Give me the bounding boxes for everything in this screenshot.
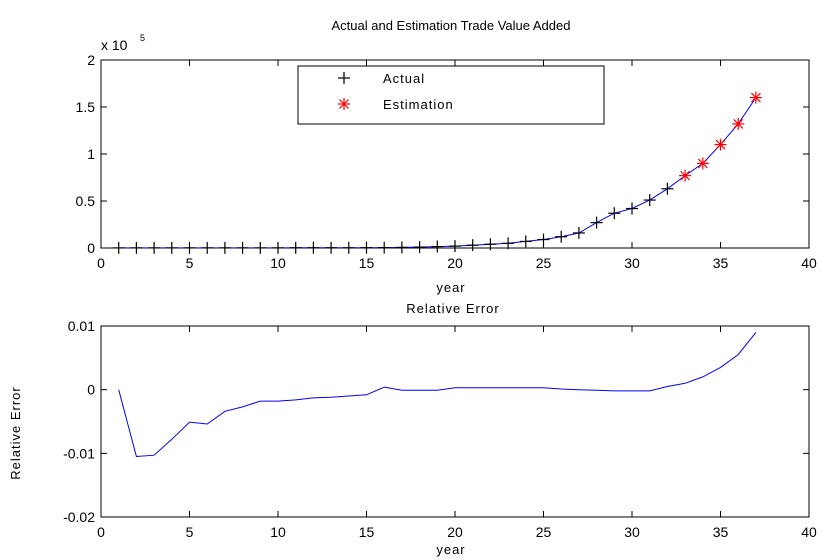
- actual-point: [254, 241, 267, 254]
- actual-point: [519, 235, 532, 248]
- actual-point: [608, 207, 621, 220]
- top-y-tick-label: 0.5: [76, 193, 96, 209]
- actual-point: [165, 241, 178, 254]
- legend-actual-marker: [338, 72, 350, 84]
- bottom-y-tick-label: 0: [87, 382, 95, 398]
- estimation-point: [696, 157, 709, 170]
- actual-point: [183, 241, 196, 254]
- bottom-plot: 0 5 10 15 20 25 30 35 40 -0.02 -0.01 0 0.01: [63, 318, 817, 540]
- top-y-tick-label: 1: [87, 146, 95, 162]
- legend-box: [297, 65, 605, 125]
- top-x-tick-label: 5: [186, 255, 194, 271]
- actual-point: [395, 241, 408, 254]
- estimation-point: [732, 117, 745, 130]
- actual-point: [413, 241, 426, 254]
- bottom-y-tick-label: -0.02: [63, 509, 95, 525]
- actual-point: [307, 241, 320, 254]
- bottom-x-tick-label: 5: [186, 524, 194, 540]
- actual-point: [325, 241, 338, 254]
- top-x-tick-label: 15: [359, 255, 375, 271]
- bottom-x-tick-label: 20: [447, 524, 463, 540]
- top-x-tick-label: 40: [801, 255, 817, 271]
- bottom-x-tick-label: 30: [624, 524, 640, 540]
- actual-point: [590, 216, 603, 229]
- actual-point: [378, 241, 391, 254]
- actual-point: [130, 241, 143, 254]
- legend-actual-label: Actual: [383, 71, 425, 86]
- actual-point: [342, 241, 355, 254]
- top-x-axis-label: year: [436, 280, 465, 295]
- bottom-y-tick-label: -0.01: [63, 445, 95, 461]
- estimation-point: [749, 91, 762, 104]
- bottom-x-tick-label: 15: [359, 524, 375, 540]
- top-y-exponent-label: x 10: [101, 37, 128, 53]
- top-x-tick-label: 0: [97, 255, 105, 271]
- estimation-point: [714, 138, 727, 151]
- actual-point: [360, 241, 373, 254]
- actual-point: [643, 194, 656, 207]
- actual-point: [201, 241, 214, 254]
- top-x-tick-label: 10: [270, 255, 286, 271]
- actual-point: [502, 237, 515, 250]
- top-y-exponent: 5: [140, 33, 145, 43]
- relative-error-line: [118, 332, 757, 458]
- actual-point: [572, 226, 585, 239]
- bottom-y-tick-label: 0.01: [68, 318, 95, 334]
- top-chart-title: Actual and Estimation Trade Value Added: [332, 18, 571, 33]
- actual-point: [466, 239, 479, 252]
- actual-point: [484, 238, 497, 251]
- actual-point: [148, 241, 161, 254]
- top-x-tick-label: 35: [713, 255, 729, 271]
- bottom-y-axis-label: Relative Error: [8, 386, 23, 479]
- top-x-tick-label: 30: [624, 255, 640, 271]
- top-y-tick-label: 0: [87, 240, 95, 256]
- top-y-tick-label: 2: [87, 52, 95, 68]
- bottom-x-axis-label: year: [436, 542, 465, 557]
- actual-point: [661, 182, 674, 195]
- actual-point: [537, 233, 550, 246]
- actual-point: [272, 241, 284, 254]
- top-x-tick-label: 25: [536, 255, 552, 271]
- legend-estimation-label: Estimation: [383, 97, 454, 112]
- actual-point: [626, 202, 638, 215]
- legend-estimation-marker: [338, 98, 350, 110]
- top-plot: 0 5 10 15 20 25 30 35 40 0 0.5 1 1.5 2: [76, 52, 817, 271]
- actual-point: [449, 240, 461, 253]
- bottom-chart-title: Relative Error: [406, 301, 499, 316]
- actual-point: [431, 240, 444, 253]
- bottom-x-tick-label: 0: [97, 524, 105, 540]
- top-y-tick-label: 1.5: [76, 99, 96, 115]
- bottom-x-tick-label: 25: [536, 524, 552, 540]
- bottom-x-tick-label: 10: [270, 524, 286, 540]
- actual-point: [112, 241, 125, 254]
- estimation-point: [679, 169, 692, 182]
- bottom-x-tick-label: 35: [713, 524, 729, 540]
- bottom-x-tick-label: 40: [801, 524, 817, 540]
- actual-point: [218, 241, 231, 254]
- actual-point: [555, 230, 568, 243]
- top-x-tick-label: 20: [447, 255, 463, 271]
- actual-point: [289, 241, 302, 254]
- actual-point: [236, 241, 249, 254]
